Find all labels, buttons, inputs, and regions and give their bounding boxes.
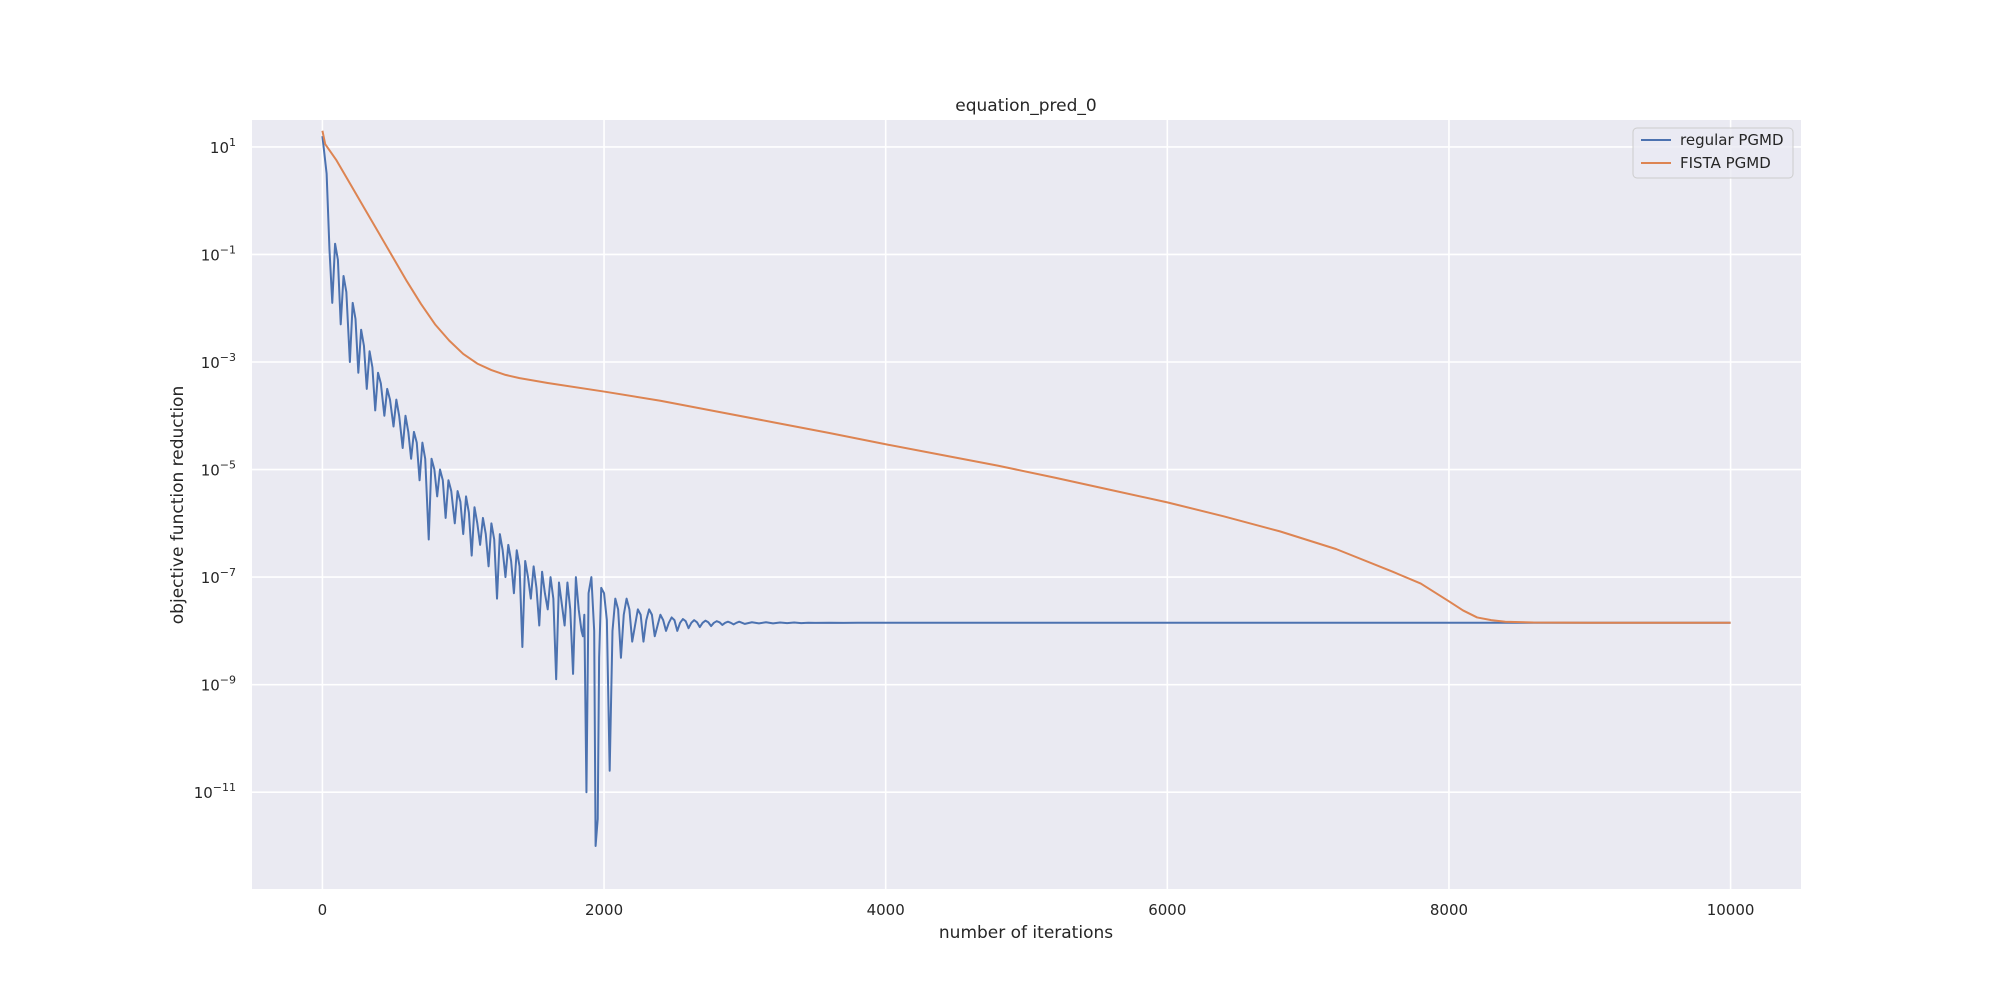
legend: regular PGMD FISTA PGMD — [1632, 127, 1794, 179]
legend-box — [1632, 127, 1794, 179]
legend-label-regular: regular PGMD — [1680, 131, 1784, 149]
plot-area — [252, 120, 1801, 889]
x-tick-label: 0 — [318, 901, 328, 919]
series-line-0 — [321, 136, 1731, 847]
x-tick-labels: 0 2000 4000 6000 8000 10000 — [318, 901, 1755, 919]
x-tick-label: 2000 — [585, 901, 623, 919]
legend-label-fista: FISTA PGMD — [1680, 154, 1771, 172]
chart-title: equation_pred_0 — [955, 96, 1096, 116]
x-axis-label: number of iterations — [939, 923, 1113, 943]
x-tick-label: 10000 — [1707, 901, 1755, 919]
y-tick-label: 10−5 — [201, 459, 236, 480]
y-tick-label: 101 — [210, 136, 236, 157]
y-tick-label: 10−9 — [201, 674, 236, 695]
x-tick-label: 8000 — [1430, 901, 1468, 919]
y-tick-label: 10−3 — [201, 351, 236, 372]
grid-lines — [252, 120, 1801, 889]
y-tick-label: 10−7 — [201, 566, 236, 587]
y-tick-labels: 101 10−1 10−3 10−5 10−7 10−9 10−11 — [194, 136, 236, 802]
y-tick-label: 10−11 — [194, 781, 236, 802]
y-tick-label: 10−1 — [201, 243, 236, 264]
series-line-1 — [321, 130, 1731, 624]
series-layer — [321, 130, 1731, 847]
x-tick-label: 6000 — [1148, 901, 1186, 919]
x-tick-label: 4000 — [867, 901, 905, 919]
y-axis-label: objective function reduction — [168, 386, 188, 624]
